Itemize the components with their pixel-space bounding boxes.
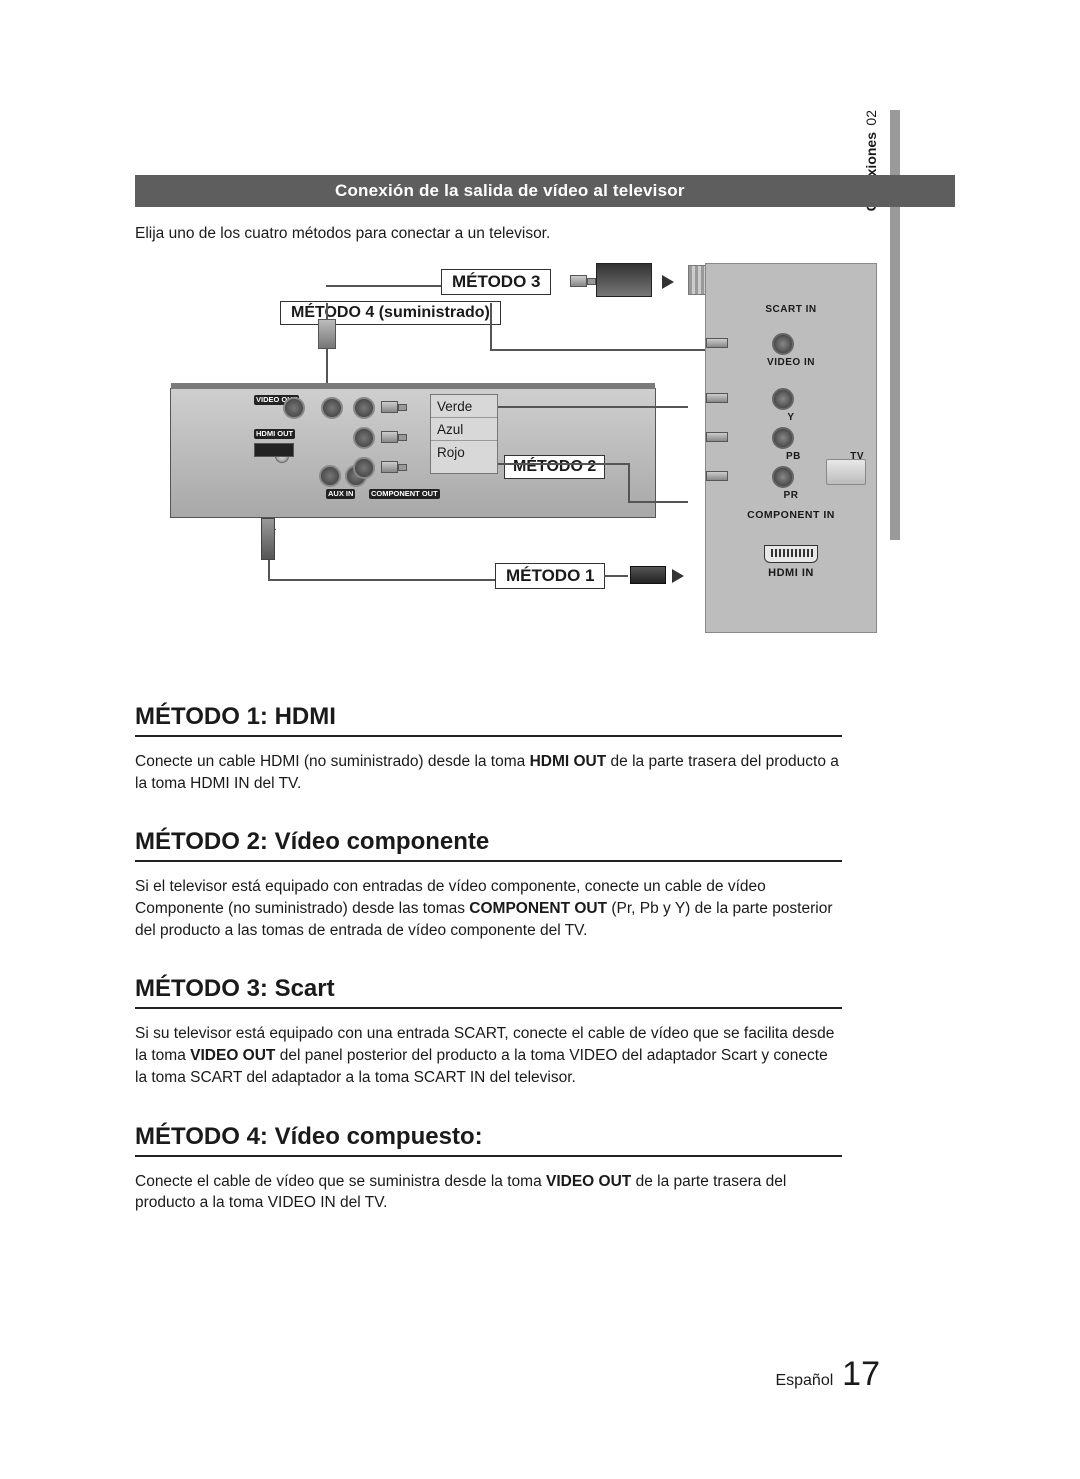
footer-language: Español: [775, 1372, 833, 1389]
tv-label-pr: PR: [706, 490, 876, 501]
tv-pr-port: [772, 466, 794, 488]
component-out-y2: [353, 397, 375, 419]
plug-icon: [570, 275, 596, 287]
tv-label-pb: PB: [786, 451, 801, 462]
port-label-hdmi-out: HDMI OUT: [254, 429, 295, 439]
cable-line: [604, 575, 628, 577]
cable-line: [326, 285, 441, 287]
method-3-heading: MÉTODO 3: Scart: [135, 975, 842, 1009]
plug-icon: [706, 471, 728, 481]
tv-label-hdmi-in: HDMI IN: [706, 567, 876, 579]
plug-icon: [706, 338, 728, 348]
port-label-component-out: COMPONENT OUT: [369, 489, 440, 499]
coupler-icon: [318, 319, 336, 349]
aux-in-port-l: [319, 465, 341, 487]
plug-icon: [381, 401, 407, 413]
method-1-text: Conecte un cable HDMI (no suministrado) …: [135, 751, 842, 794]
tv-video-in-port: [772, 333, 794, 355]
hdmi-out-port: [254, 443, 294, 457]
hdmi-plug-icon: [630, 566, 666, 584]
plug-icon: [381, 461, 407, 473]
cable-line: [326, 303, 328, 395]
component-out-pr: [353, 457, 375, 479]
scart-connector-icon: [596, 263, 652, 297]
tv-input-panel: SCART IN VIDEO IN Y PB TV PR COMPONENT I…: [705, 263, 877, 633]
component-out-pb: [353, 427, 375, 449]
cable-line: [628, 501, 688, 503]
cable-line: [490, 303, 492, 349]
tv-label-scart-in: SCART IN: [706, 304, 876, 315]
intro-text: Elija uno de los cuatro métodos para con…: [135, 225, 955, 243]
cable-line: [628, 463, 630, 501]
method-2-heading: MÉTODO 2: Vídeo componente: [135, 828, 842, 862]
cable-line: [498, 463, 628, 465]
label-method-3: MÉTODO 3: [441, 269, 551, 295]
method-2-text: Si el televisor está equipado con entrad…: [135, 876, 842, 941]
composite-plug-icon: [261, 518, 275, 560]
tv-y-port: [772, 388, 794, 410]
color-label-verde: Verde: [431, 395, 497, 418]
plug-icon: [706, 432, 728, 442]
video-out-port: [283, 397, 305, 419]
method-4-heading: MÉTODO 4: Vídeo compuesto:: [135, 1123, 842, 1157]
plug-icon: [706, 393, 728, 403]
page-footer: Español 17: [0, 1355, 1080, 1394]
tv-label-component-in: COMPONENT IN: [706, 509, 876, 521]
port-label-aux-in: AUX IN: [326, 489, 355, 499]
label-method-4: MÉTODO 4 (suministrado): [280, 301, 501, 325]
tv-icon: [826, 459, 866, 485]
label-method-2: MÉTODO 2: [504, 455, 605, 479]
method-3-text: Si su televisor está equipado con una en…: [135, 1023, 842, 1088]
cable-line: [498, 406, 688, 408]
method-1-heading: MÉTODO 1: HDMI: [135, 703, 842, 737]
plug-icon: [381, 431, 407, 443]
tv-pb-port: [772, 427, 794, 449]
tv-label-y: Y: [706, 412, 876, 423]
arrow-icon: [662, 275, 674, 289]
tv-hdmi-in-port: [764, 545, 818, 563]
component-color-panel: Verde Azul Rojo: [430, 394, 498, 474]
color-label-rojo: Rojo: [431, 441, 497, 463]
connection-diagram: MÉTODO 3 MÉTODO 4 (suministrado) VIDEO O…: [170, 263, 877, 653]
cable-line: [490, 349, 705, 351]
color-label-azul: Azul: [431, 418, 497, 441]
arrow-icon: [672, 569, 684, 583]
method-4-text: Conecte el cable de vídeo que se suminis…: [135, 1171, 842, 1214]
section-header-bar: Conexión de la salida de vídeo al televi…: [135, 175, 955, 207]
label-method-1: MÉTODO 1: [495, 563, 605, 589]
component-out-y: [321, 397, 343, 419]
side-tab-number: 02: [863, 110, 879, 126]
tv-label-video-in: VIDEO IN: [706, 357, 876, 368]
footer-page-number: 17: [842, 1355, 880, 1393]
